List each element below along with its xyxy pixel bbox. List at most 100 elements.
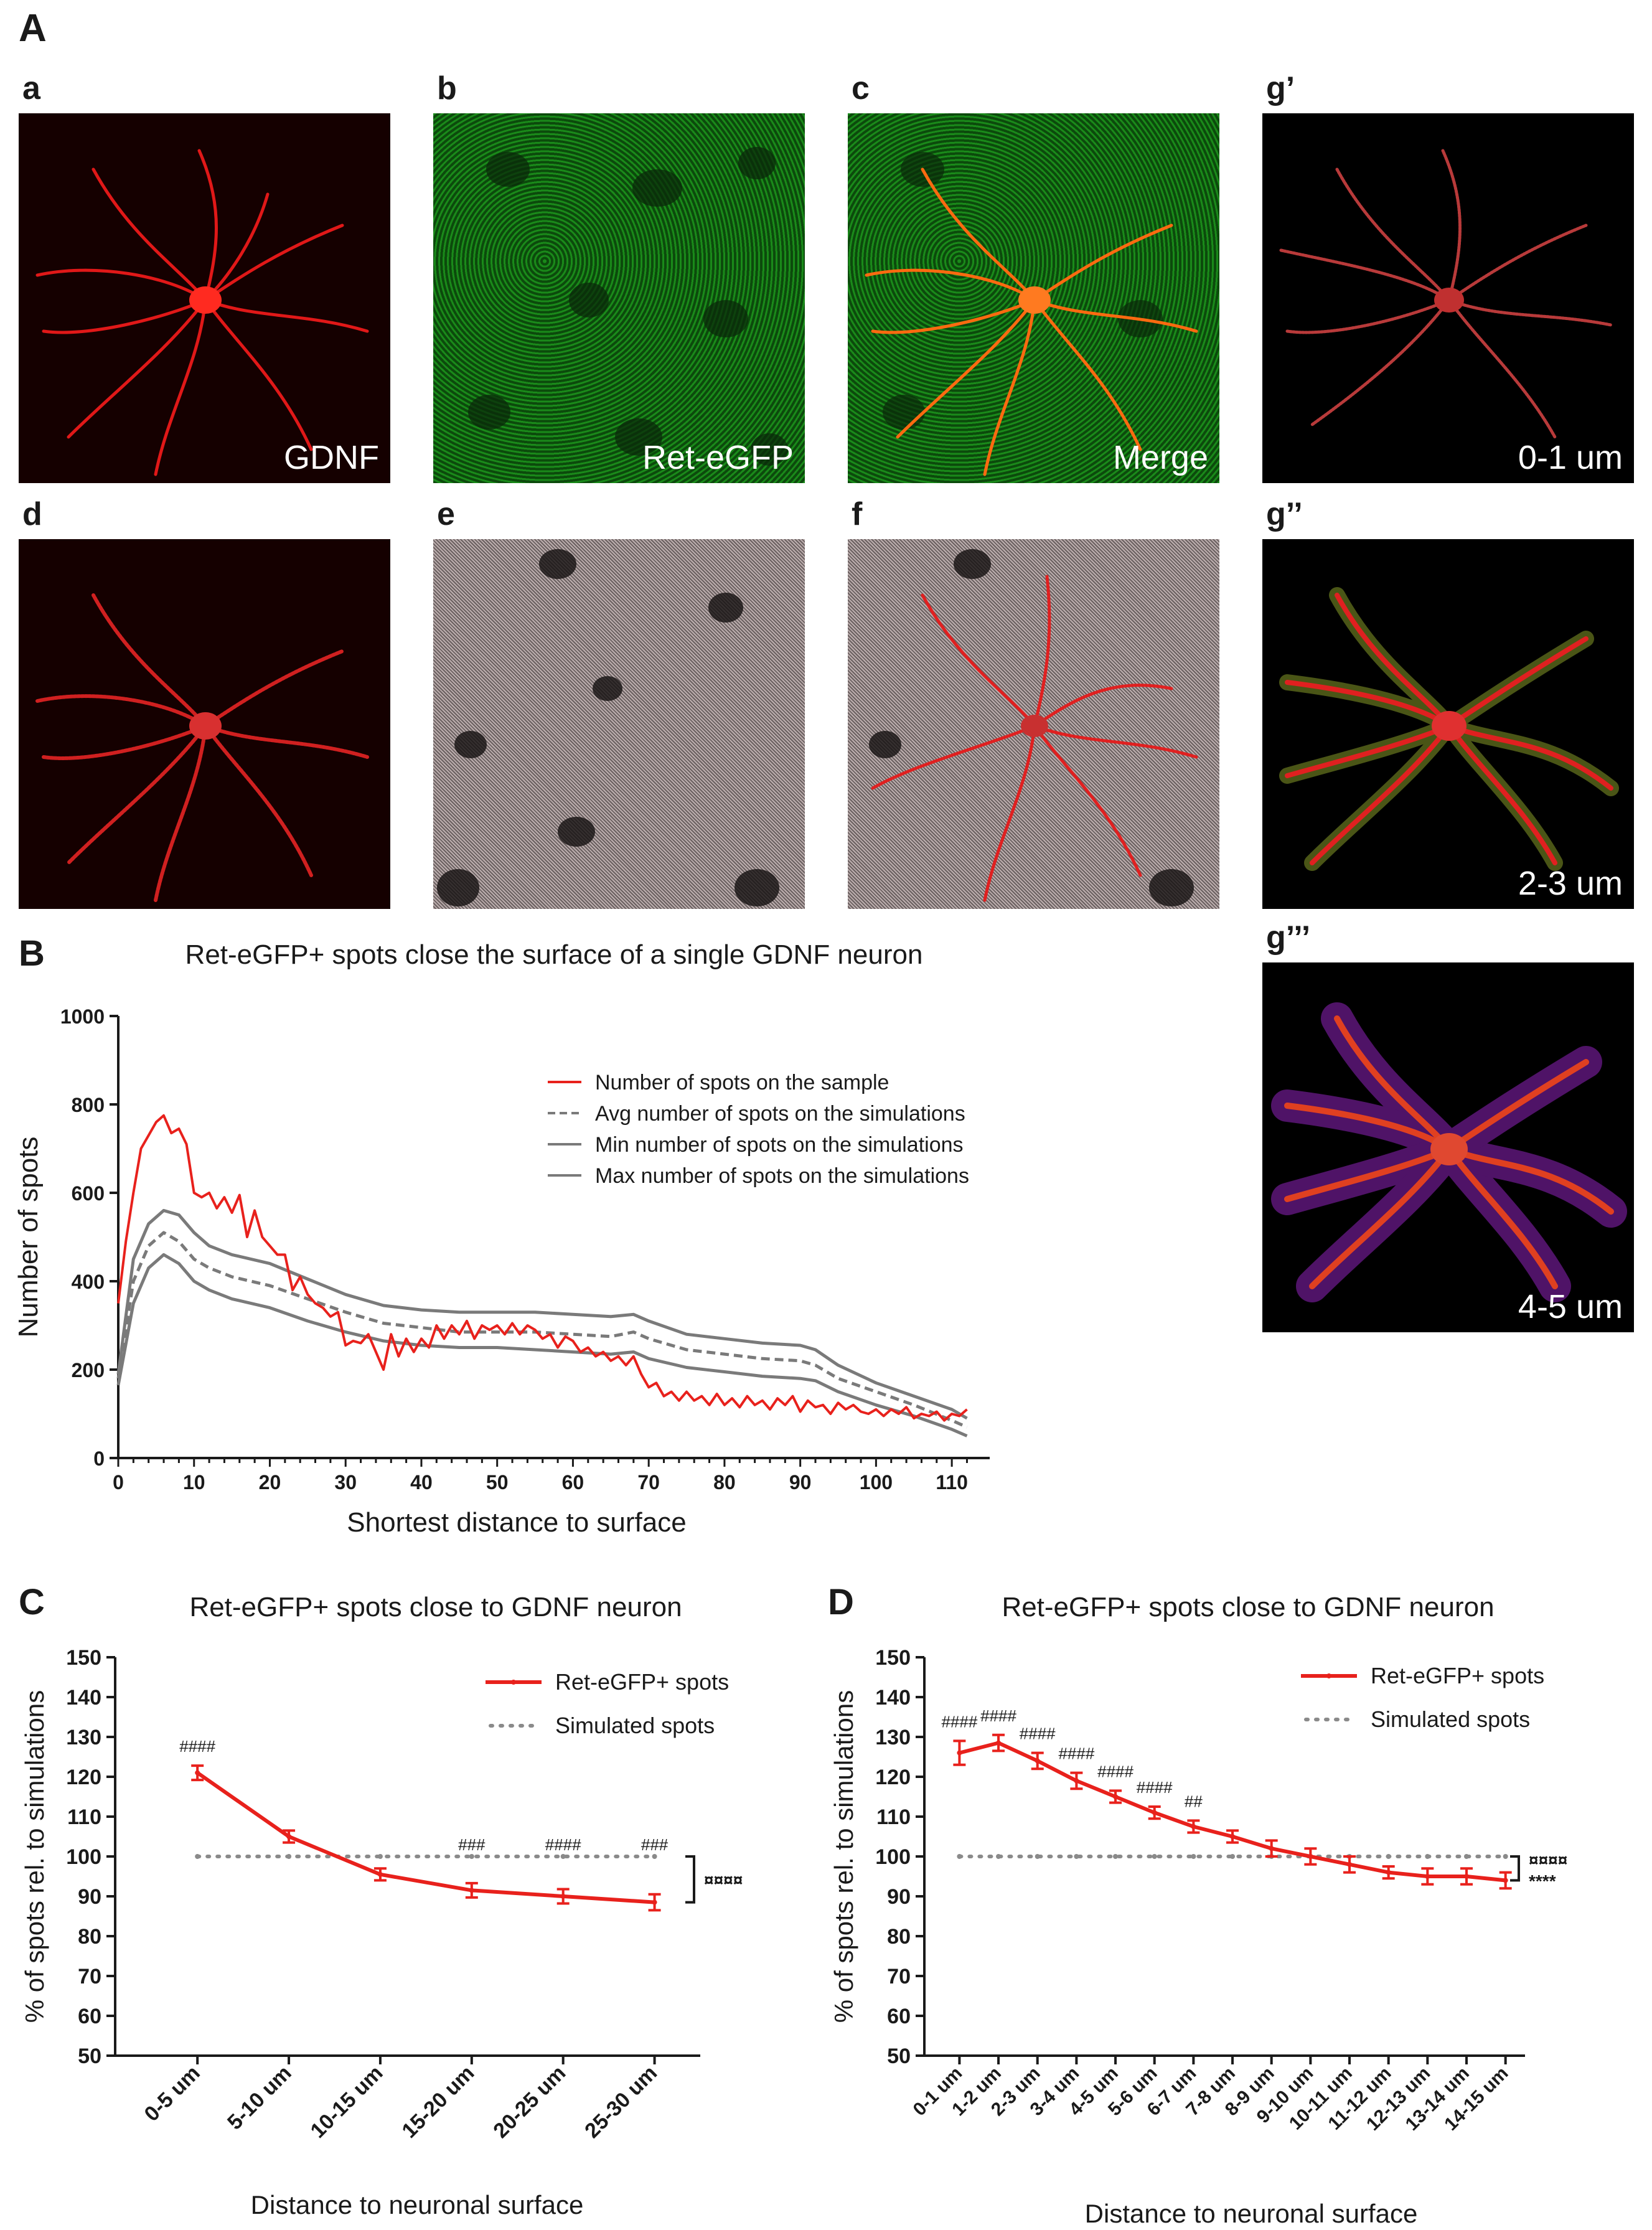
chart-c-y-tick-label: 150 bbox=[66, 1646, 101, 1670]
chart-b-x-tick-label: 40 bbox=[410, 1471, 433, 1494]
chart-b-x-tick-label: 60 bbox=[562, 1471, 584, 1494]
chart-d-y-tick-label: 50 bbox=[887, 2044, 911, 2068]
chart-d-significance-label: #### bbox=[1020, 1724, 1056, 1743]
chart-c-significance-label: ### bbox=[458, 1835, 486, 1854]
chart-d-title: Ret-eGFP+ spots close to GDNF neuron bbox=[1002, 1592, 1494, 1622]
f-image bbox=[848, 539, 1219, 909]
chart-d-simulated-point bbox=[1425, 1854, 1430, 1859]
image-letter-g2: g’’ bbox=[1266, 496, 1303, 532]
chart-c-y-tick-label: 80 bbox=[78, 1925, 101, 1949]
chart-d-significance-label: #### bbox=[1097, 1762, 1133, 1781]
chart-b-legend-label: Min number of spots on the simulations bbox=[595, 1133, 964, 1157]
chart-c: Ret-eGFP+ spots close to GDNF neuron 50 60… bbox=[20, 1592, 743, 2219]
chart-d-data-point bbox=[1191, 1824, 1196, 1829]
chart-b-y-tick-label: 1000 bbox=[60, 1005, 105, 1028]
chart-c-y-label: % of spots rel. to simulations bbox=[20, 1690, 49, 2023]
chart-b-x-label: Shortest distance to surface bbox=[347, 1507, 686, 1538]
chart-b-x-tick-label: 0 bbox=[113, 1471, 124, 1494]
chart-b-series-line-1 bbox=[117, 1114, 968, 1422]
chart-d-x-label: Distance to neuronal surface bbox=[1085, 2199, 1418, 2228]
chart-d-series-ret-egfp bbox=[959, 1741, 1506, 1883]
g2-neuron-drawing bbox=[1279, 587, 1619, 871]
chart-c-simulated-point bbox=[377, 1854, 383, 1859]
chart-b-y-tick-label: 800 bbox=[72, 1094, 105, 1116]
chart-d-data-point bbox=[1230, 1834, 1236, 1839]
chart-c-significance-label: ### bbox=[641, 1835, 669, 1854]
chart-b-x-tick-label: 110 bbox=[936, 1471, 968, 1494]
chart-c-simulated-point bbox=[469, 1854, 474, 1859]
chart-c-data-point bbox=[377, 1871, 383, 1877]
chart-b-x-tick-label: 90 bbox=[789, 1471, 812, 1494]
chart-d-simulated-point bbox=[1035, 1854, 1040, 1859]
ret-egfp-label: Ret-eGFP bbox=[642, 439, 794, 476]
e-spots-texture bbox=[437, 549, 779, 906]
chart-b-y-tick-label: 0 bbox=[93, 1447, 105, 1470]
chart-d-simulated-point bbox=[1074, 1854, 1079, 1859]
chart-b-series-line-4 bbox=[116, 1208, 968, 1420]
chart-d: Ret-eGFP+ spots close to GDNF neuron 50 60… bbox=[829, 1592, 1567, 2228]
chart-d-data-point bbox=[1269, 1846, 1274, 1851]
ret-egfp-texture bbox=[468, 147, 788, 466]
image-letter-c: c bbox=[852, 70, 870, 106]
merge-image: Merge bbox=[848, 113, 1219, 483]
chart-d-y-tick-label: 110 bbox=[876, 1805, 911, 1829]
chart-d-legend-label-ret: Ret-eGFP+ spots bbox=[1371, 1663, 1544, 1688]
g3-label: 4-5 um bbox=[1518, 1288, 1623, 1325]
chart-c-simulated-point bbox=[560, 1854, 566, 1859]
chart-c-x-label: Distance to neuronal surface bbox=[251, 2190, 584, 2219]
chart-d-data-point bbox=[1386, 1870, 1391, 1875]
chart-c-x-tick-label: 10-15 um bbox=[306, 2061, 387, 2143]
chart-c-x-tick-label: 20-25 um bbox=[489, 2061, 570, 2143]
d-neuron-drawing bbox=[35, 593, 369, 902]
chart-b-y-label: Number of spots bbox=[13, 1137, 44, 1338]
g1-label: 0-1 um bbox=[1518, 439, 1623, 476]
panel-b-letter: B bbox=[19, 933, 45, 974]
g2-image: 2-3 um bbox=[1262, 539, 1634, 909]
chart-d-y-label: % of spots rel. to simulations bbox=[829, 1690, 858, 2023]
g1-neuron-drawing bbox=[1279, 149, 1613, 439]
chart-b-x-tick-label: 10 bbox=[183, 1471, 205, 1494]
chart-b-legend-label: Avg number of spots on the simulations bbox=[595, 1102, 965, 1126]
chart-d-bracket-label: ¤¤¤¤ bbox=[1529, 1850, 1567, 1870]
chart-d-data-point bbox=[1464, 1874, 1470, 1879]
d-image bbox=[19, 539, 390, 909]
image-letter-f: f bbox=[852, 496, 863, 532]
gdnf-image: GDNF bbox=[19, 113, 390, 483]
chart-b-series-line-2 bbox=[116, 1231, 968, 1429]
image-letter-b: b bbox=[437, 70, 457, 106]
chart-c-title: Ret-eGFP+ spots close to GDNF neuron bbox=[189, 1592, 682, 1622]
chart-c-x-tick-label: 0-5 um bbox=[139, 2061, 204, 2126]
chart-b-y-tick-label: 400 bbox=[72, 1271, 105, 1293]
merge-neuron-drawing bbox=[865, 152, 1198, 476]
gdnf-label: GDNF bbox=[284, 439, 379, 476]
chart-b-y-tick-label: 600 bbox=[72, 1182, 105, 1205]
panel-d-letter: D bbox=[828, 1582, 854, 1622]
chart-c-y-tick-label: 100 bbox=[66, 1845, 101, 1869]
chart-d-y-tick-label: 130 bbox=[875, 1726, 911, 1749]
chart-d-data-point bbox=[1113, 1794, 1119, 1799]
chart-d-simulated-point bbox=[1191, 1854, 1196, 1859]
panel-c-letter: C bbox=[19, 1582, 45, 1622]
chart-d-data-point bbox=[1152, 1810, 1157, 1815]
chart-b-y-tick-label: 200 bbox=[72, 1359, 105, 1381]
chart-c-data-point bbox=[560, 1894, 566, 1899]
chart-c-legend-label-ret: Ret-eGFP+ spots bbox=[555, 1669, 729, 1695]
chart-c-x-tick-label: 25-30 um bbox=[580, 2061, 662, 2143]
chart-b-title: Ret-eGFP+ spots close the surface of a s… bbox=[185, 939, 923, 970]
image-letter-a: a bbox=[22, 70, 40, 106]
f-overlay-drawing bbox=[869, 549, 1198, 906]
chart-d-simulated-point bbox=[1386, 1854, 1391, 1859]
gdnf-neuron-drawing bbox=[35, 149, 369, 476]
chart-d-y-tick-label: 150 bbox=[875, 1646, 911, 1670]
chart-c-data-point bbox=[286, 1834, 292, 1839]
merge-label: Merge bbox=[1112, 439, 1208, 476]
chart-c-legend-label-sim: Simulated spots bbox=[555, 1713, 715, 1738]
chart-d-y-tick-label: 120 bbox=[875, 1766, 911, 1789]
chart-d-significance-label: #### bbox=[1058, 1744, 1094, 1763]
chart-c-y-tick-label: 110 bbox=[67, 1805, 101, 1829]
chart-b-legend-label: Max number of spots on the simulations bbox=[595, 1164, 969, 1188]
chart-c-x-tick-label: 5-10 um bbox=[223, 2061, 296, 2135]
chart-c-y-tick-label: 140 bbox=[66, 1686, 101, 1710]
chart-b-x-tick-label: 100 bbox=[860, 1471, 893, 1494]
chart-c-y-tick-label: 130 bbox=[66, 1726, 101, 1749]
